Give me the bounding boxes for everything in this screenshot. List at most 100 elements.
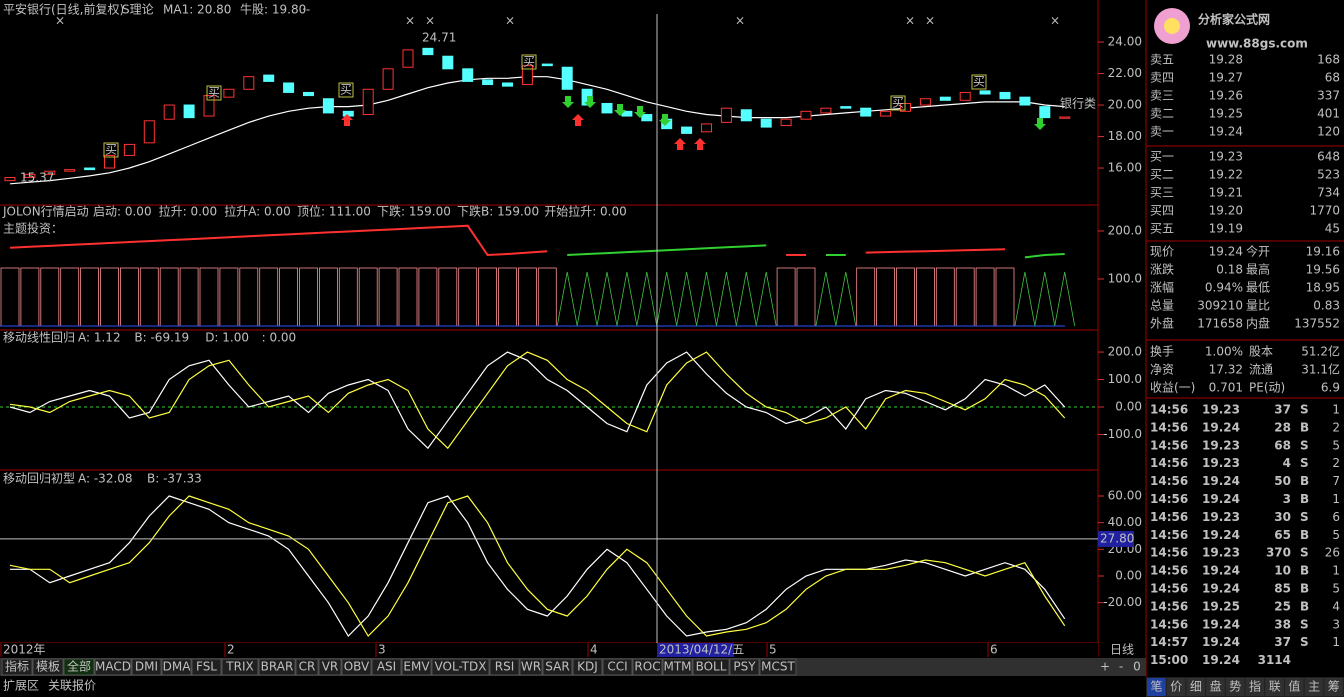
side-tab[interactable] [1324,678,1343,696]
trade-volume: 25 [1274,599,1291,613]
tab-button[interactable] [759,658,797,676]
tab-button[interactable] [221,658,259,676]
logo-url: www.88gs.com [1206,37,1308,51]
trade-price: 19.24 [1202,617,1240,631]
trade-side: B [1300,492,1309,506]
trade-volume: 50 [1274,474,1291,488]
candle [760,118,772,128]
tab-button[interactable] [692,658,730,676]
state-bar [596,271,618,327]
side-tab[interactable] [1304,678,1324,696]
state-bar [636,271,658,327]
tab-label: BRAR [261,660,294,674]
candle [143,120,155,144]
tab-button[interactable] [131,658,162,676]
book-volume: 401 [1317,107,1340,121]
side-tab[interactable] [1166,678,1186,696]
tab-button[interactable] [371,658,402,676]
tab-button[interactable] [431,658,490,676]
trade-count: 4 [1332,599,1340,613]
tab-button[interactable] [161,658,192,676]
marker: × [505,14,515,28]
side-tab[interactable] [1284,678,1304,696]
trade-count: 1 [1332,403,1340,417]
tab-label: 全部 [67,659,91,674]
stat-value: 309210 [1197,299,1243,313]
tab-button[interactable] [1,658,33,676]
candle [84,167,96,171]
trade-side: S [1300,617,1309,631]
x-tick-label: 2012年 [3,643,46,657]
side-tab[interactable] [1245,678,1265,696]
signal: 买 [105,143,117,157]
tab-button[interactable] [63,658,95,676]
tab-button[interactable] [542,658,573,676]
tab-button[interactable] [632,658,663,676]
tab-button[interactable] [32,658,64,676]
info-label: 流通 [1249,363,1273,377]
side-tab[interactable] [1206,678,1225,696]
side-tab[interactable] [1265,678,1284,696]
tab-button[interactable] [341,658,372,676]
candle [800,110,812,120]
book-label: 买三 [1150,186,1174,200]
tab-button[interactable] [662,658,693,676]
tab-button[interactable] [401,658,432,676]
tab-button[interactable] [94,658,132,676]
candle [641,113,653,122]
state-bar [1054,271,1076,327]
state-bar [656,271,678,327]
trade-side: B [1300,528,1309,542]
tab-button[interactable] [258,658,296,676]
y-tick-label: 20.00 [1108,98,1142,112]
trade-volume: 3114 [1258,653,1291,667]
state-bar [556,271,578,327]
marker: × [405,14,415,28]
up-arrow [694,138,706,150]
tab-button[interactable] [602,658,633,676]
trade-count: 1 [1332,492,1340,506]
trade-count: 5 [1332,438,1340,452]
trade-count: 5 [1332,582,1340,596]
panel-title: S理论 [122,3,154,17]
up-arrow [674,138,686,150]
tab-button[interactable] [295,658,319,676]
tab-button[interactable] [572,658,603,676]
tab-button[interactable] [519,658,543,676]
marker: × [925,14,935,28]
trade-count: 2 [1332,456,1340,470]
tab-button[interactable] [489,658,520,676]
trade-time: 14:56 [1150,438,1188,452]
tab-button[interactable] [191,658,222,676]
down-arrow [562,96,574,108]
indicator-value: 拉升: 0.00 [159,204,218,219]
crosshair-label-bg [1098,530,1134,547]
trade-price: 19.23 [1202,438,1240,452]
side-tab[interactable] [1186,678,1206,696]
candle [303,91,314,97]
trade-side: B [1300,582,1309,596]
down-arrow [584,96,596,108]
y-tick-label: 24.00 [1108,35,1142,49]
side-tab[interactable] [1225,678,1245,696]
candle [223,88,235,98]
y-tick-label: -100.0 [1103,427,1142,441]
logo-name: 分析家公式网 [1198,12,1270,27]
signal-box [521,54,537,70]
candle [1019,96,1031,106]
x-tick-label: 6 [990,643,998,657]
trade-count: 2 [1332,420,1340,434]
trade-time: 14:56 [1150,474,1188,488]
candle [263,74,275,82]
side-tab[interactable] [1147,678,1166,696]
info-value: 0.701 [1209,381,1243,395]
trade-volume: 65 [1274,528,1291,542]
down-arrow [1034,118,1046,130]
tab-button[interactable] [318,658,342,676]
tab-button[interactable] [729,658,760,676]
book-label: 卖二 [1150,107,1174,121]
x-tick-label: 4 [590,643,598,657]
trade-price: 19.24 [1202,528,1240,542]
stat-value: 19.16 [1306,245,1340,259]
